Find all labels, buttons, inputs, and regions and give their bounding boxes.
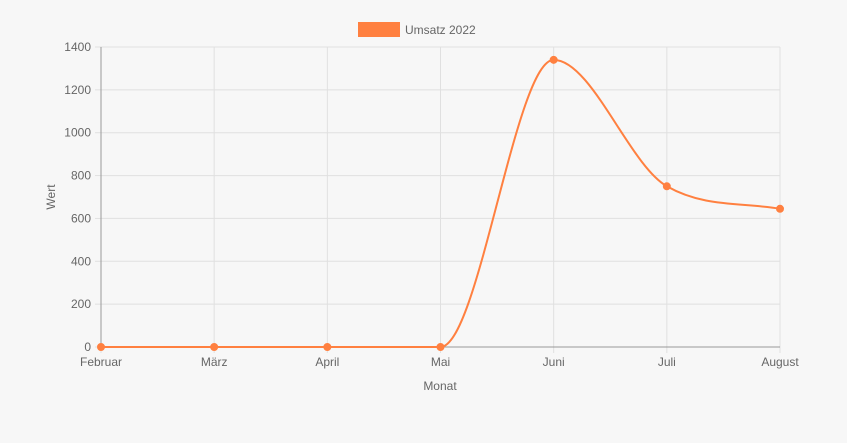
- x-tick-label: März: [201, 355, 228, 369]
- x-tick-label: Mai: [431, 355, 450, 369]
- x-axis-label: Monat: [423, 379, 457, 393]
- y-axis-label: Wert: [44, 184, 58, 210]
- y-tick-label: 0: [84, 340, 91, 354]
- series: [97, 55, 784, 351]
- data-point-märz[interactable]: [210, 343, 219, 351]
- data-point-mai[interactable]: [436, 343, 445, 351]
- y-tick-label: 1200: [64, 83, 91, 97]
- y-tick-label: 600: [71, 211, 91, 225]
- legend-label: Umsatz 2022: [405, 23, 476, 37]
- legend[interactable]: Umsatz 2022: [358, 22, 476, 37]
- y-tick-label: 800: [71, 169, 91, 183]
- legend-swatch: [358, 22, 400, 37]
- y-tick-label: 1000: [64, 126, 91, 140]
- x-tick-labels: Februar März April Mai Juni Juli August: [80, 355, 799, 369]
- x-tick-label: Juni: [543, 355, 565, 369]
- y-tick-label: 1400: [64, 40, 91, 54]
- data-point-juni[interactable]: [549, 55, 558, 64]
- x-tick-label: April: [315, 355, 339, 369]
- y-tick-label: 200: [71, 297, 91, 311]
- data-point-august[interactable]: [776, 204, 784, 213]
- y-tick-label: 400: [71, 254, 91, 268]
- data-point-april[interactable]: [323, 343, 332, 351]
- x-tick-label: Februar: [80, 355, 122, 369]
- y-tick-labels: 0 200 400 600 800 1000 1200 1400: [64, 40, 91, 354]
- x-tick-label: August: [761, 355, 799, 369]
- grid: [95, 46, 781, 353]
- series-line: [100, 58, 781, 349]
- x-tick-label: Juli: [658, 355, 676, 369]
- data-point-juli[interactable]: [662, 182, 671, 191]
- data-point-februar[interactable]: [97, 343, 105, 351]
